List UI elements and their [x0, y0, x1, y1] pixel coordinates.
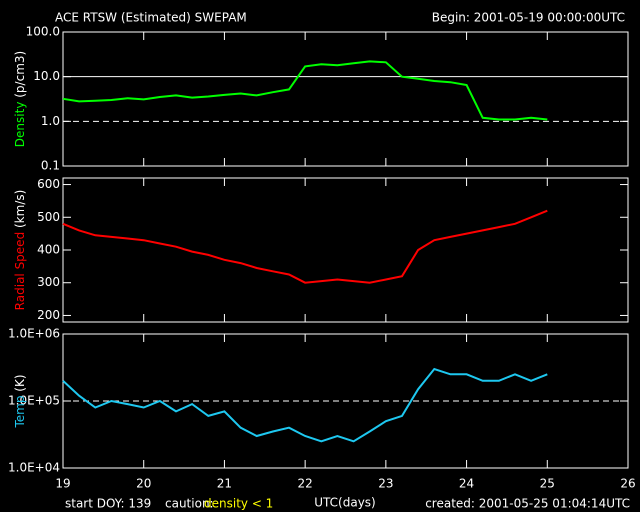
y-axis-label-part: (K): [13, 374, 27, 395]
y-axis-label: Radial Speed (km/s): [13, 190, 27, 311]
x-tick-label: 24: [459, 477, 474, 491]
y-tick-label: 1.0: [41, 114, 60, 128]
x-tick-label: 23: [378, 477, 393, 491]
y-tick-label: 1.0E+04: [8, 461, 60, 475]
y-axis-label-part: Radial Speed: [13, 232, 27, 311]
x-tick-label: 26: [620, 477, 635, 491]
chart-subtitle: Begin: 2001-05-19 00:00:00UTC: [432, 11, 625, 25]
y-tick-label: 1.0E+05: [8, 394, 60, 408]
annotation: start DOY: 139: [65, 497, 151, 511]
y-tick-label: 300: [37, 275, 60, 289]
y-tick-label: 200: [37, 308, 60, 322]
data-line: [62, 60, 548, 121]
data-line: [62, 367, 548, 443]
y-tick-label: 400: [37, 243, 60, 257]
x-tick-label: 22: [298, 477, 313, 491]
x-axis-label: UTC(days): [314, 496, 375, 510]
y-tick-label: 1.0E+06: [8, 327, 60, 341]
data-line: [62, 209, 548, 284]
annotation: caution:: [165, 497, 214, 511]
y-tick-label: 0.1: [41, 159, 60, 173]
x-tick-label: 21: [217, 477, 232, 491]
y-axis-label: Temp (K): [13, 374, 27, 428]
chart-title: ACE RTSW (Estimated) SWEPAM: [55, 11, 247, 25]
y-axis-label: Density (p/cm3): [13, 51, 27, 147]
annotation: density < 1: [204, 497, 273, 511]
y-axis-label-part: (p/cm3): [13, 51, 27, 102]
y-tick-label: 600: [37, 177, 60, 191]
y-tick-label: 10.0: [33, 69, 60, 83]
y-axis-label-part: Density: [13, 102, 27, 148]
y-tick-label: 500: [37, 210, 60, 224]
x-tick-label: 20: [136, 477, 151, 491]
annotation: created: 2001-05-25 01:04:14UTC: [425, 497, 630, 511]
y-axis-label-part: Temp: [13, 396, 27, 429]
x-tick-label: 19: [55, 477, 70, 491]
x-tick-label: 25: [540, 477, 555, 491]
y-axis-label-part: (km/s): [13, 190, 27, 232]
y-tick-label: 100.0: [26, 25, 60, 39]
plot-frame: [62, 177, 629, 323]
